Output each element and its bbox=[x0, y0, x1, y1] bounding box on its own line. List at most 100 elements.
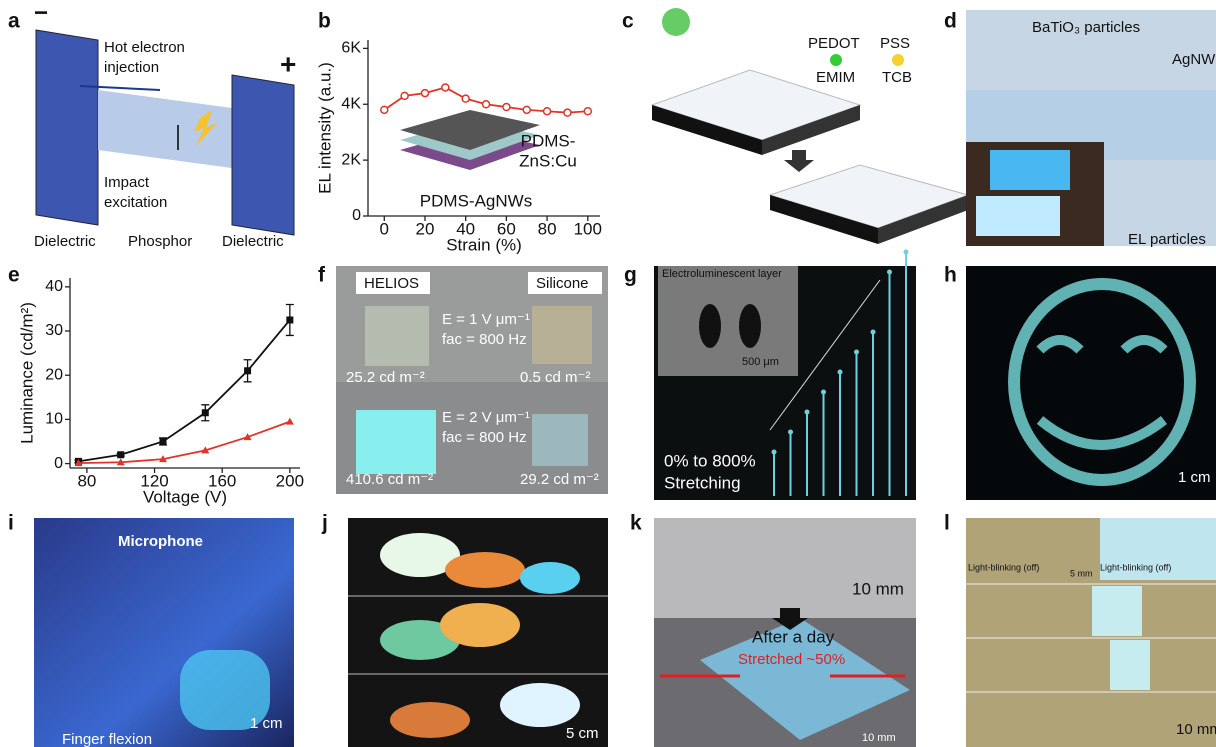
marker bbox=[201, 446, 210, 454]
marker bbox=[117, 451, 125, 459]
legend-text: EMIM bbox=[816, 69, 855, 86]
panel-l: l Light-blinking (off) 5 mm Light-blinki… bbox=[944, 512, 1216, 747]
text: BaTiO₃ particles bbox=[1032, 19, 1140, 36]
panel-i: i Microphone 1 cm Finger flexion bbox=[8, 512, 294, 747]
text: fac = 800 Hz bbox=[442, 429, 527, 446]
text: Phosphor bbox=[128, 233, 192, 250]
panel-h: h 1 cm bbox=[944, 264, 1216, 500]
y-axis-label: EL intensity (a.u.) bbox=[315, 62, 334, 194]
scale-bar: 5 cm bbox=[566, 725, 599, 742]
marker bbox=[441, 83, 450, 92]
device bbox=[380, 620, 460, 660]
text: AgNWs bbox=[1172, 51, 1216, 68]
text: Silicone bbox=[536, 275, 589, 292]
ion-cluster bbox=[662, 8, 690, 36]
x-tick-label: 160 bbox=[208, 471, 236, 490]
inset-photo bbox=[976, 196, 1060, 236]
text: 29.2 cd m⁻² bbox=[520, 471, 599, 488]
text: fac = 800 Hz bbox=[442, 331, 527, 348]
y-axis-label: Luminance (cd/m²) bbox=[17, 302, 36, 444]
text: Light-blinking (off) bbox=[968, 562, 1039, 572]
y-tick-label: 30 bbox=[45, 322, 63, 339]
x-tick-label: 40 bbox=[456, 219, 475, 238]
tag bbox=[528, 272, 602, 294]
sample bbox=[356, 410, 436, 474]
marker bbox=[243, 433, 252, 441]
device bbox=[440, 603, 520, 647]
text: Microphone bbox=[118, 533, 203, 550]
sign: − bbox=[34, 0, 48, 26]
text: injection bbox=[104, 59, 159, 76]
marker bbox=[159, 455, 168, 463]
panel-a: a − + Hot electron injection Impact exci… bbox=[8, 0, 296, 250]
text: Stretching bbox=[664, 473, 741, 492]
marker bbox=[285, 417, 294, 425]
text: After a day bbox=[752, 627, 835, 646]
inset-photo bbox=[658, 266, 798, 376]
arrow bbox=[79, 85, 161, 91]
panel-label: c bbox=[622, 10, 634, 33]
y-tick-label: 20 bbox=[45, 366, 63, 383]
text: Impact bbox=[104, 174, 150, 191]
y-tick-label: 0 bbox=[54, 455, 63, 472]
marker bbox=[201, 409, 209, 417]
marker bbox=[116, 458, 125, 466]
y-tick-label: 0 bbox=[352, 207, 361, 224]
device bbox=[380, 533, 460, 577]
fiber-end bbox=[788, 429, 793, 435]
marker bbox=[542, 106, 552, 116]
photo bbox=[966, 266, 1216, 500]
x-tick-label: 120 bbox=[140, 471, 168, 490]
fiber-end bbox=[870, 329, 876, 335]
device-illustration bbox=[400, 110, 540, 150]
panel-label: j bbox=[321, 512, 328, 535]
marker bbox=[420, 88, 430, 98]
sample bbox=[365, 306, 429, 366]
dielectric-right bbox=[231, 74, 295, 236]
fiber-end bbox=[887, 269, 892, 275]
panel-b: b bbox=[318, 10, 540, 170]
panel-label: k bbox=[630, 512, 642, 535]
panel-g: g Electroluminescent layer 500 μm 0% to … bbox=[624, 249, 916, 500]
y-tick-label: 40 bbox=[45, 278, 63, 295]
annotation: ZnS:Cu bbox=[519, 151, 577, 170]
text: excitation bbox=[104, 194, 167, 211]
x-tick-label: 80 bbox=[538, 219, 557, 238]
x-axis-label: Strain (%) bbox=[446, 235, 522, 254]
legend-text: TCB bbox=[882, 69, 912, 86]
scale-bar: 1 cm bbox=[1178, 469, 1211, 486]
marker bbox=[74, 459, 83, 467]
inset-photo bbox=[699, 304, 721, 348]
x-tick-label: 20 bbox=[416, 219, 435, 238]
text: Dielectric bbox=[222, 233, 284, 250]
scale-bar: 1 cm bbox=[250, 715, 283, 732]
phosphor bbox=[98, 90, 232, 168]
inset-photo bbox=[990, 150, 1070, 190]
panel-label: a bbox=[8, 10, 20, 33]
line bbox=[78, 319, 291, 463]
sample bbox=[532, 414, 588, 466]
device bbox=[500, 683, 580, 727]
fiber-end bbox=[821, 389, 826, 395]
fiber-end bbox=[804, 409, 810, 415]
panel-d: d BaTiO₃ particles AgNWs EL particles bbox=[944, 10, 1216, 248]
x-tick-label: 80 bbox=[77, 471, 96, 490]
fibers bbox=[771, 249, 909, 496]
panel-label: h bbox=[944, 264, 957, 287]
text: 410.6 cd m⁻² bbox=[346, 471, 433, 488]
text: Hot electron bbox=[104, 39, 185, 56]
y-tick-label: 10 bbox=[45, 411, 63, 428]
text: EL particles bbox=[1128, 231, 1206, 248]
substrate bbox=[762, 105, 860, 155]
line bbox=[78, 420, 291, 465]
marker bbox=[461, 94, 470, 103]
panel-c: c PEDOT PSS EMIM TCB bbox=[622, 8, 970, 244]
y-tick-label: 4K bbox=[341, 95, 361, 112]
text: Stretched ~50% bbox=[738, 651, 845, 668]
marker bbox=[481, 100, 491, 109]
text: Dielectric bbox=[34, 233, 96, 250]
tag bbox=[356, 272, 430, 294]
device bbox=[520, 562, 580, 594]
panel-label: g bbox=[624, 264, 637, 287]
panel-label: e bbox=[8, 264, 20, 287]
